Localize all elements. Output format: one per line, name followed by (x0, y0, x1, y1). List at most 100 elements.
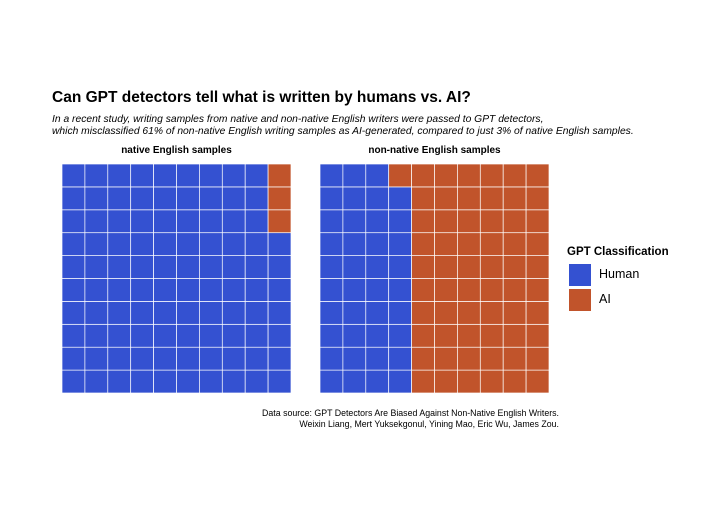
waffle-tile-human (342, 301, 367, 325)
waffle-tile-human (176, 186, 200, 211)
waffle-tile-ai (434, 186, 458, 211)
panel-title-native: native English samples (121, 145, 232, 156)
waffle-tile-human (176, 323, 200, 348)
waffle-tile-human (84, 301, 109, 325)
waffle-tile-ai (457, 323, 481, 348)
waffle-tile-human (61, 301, 86, 325)
waffle-tile-ai (502, 369, 527, 394)
waffle-tile-human (107, 346, 132, 371)
waffle-tile-human (244, 209, 269, 234)
waffle-tile-human (176, 369, 200, 394)
waffle-tile-ai (457, 209, 481, 234)
waffle-tile-human (342, 209, 367, 234)
waffle-tile-human (221, 209, 246, 234)
waffle-tile-human (365, 301, 390, 325)
waffle-tile-human (221, 346, 246, 371)
waffle-tile-ai (525, 163, 550, 188)
waffle-tile-ai (457, 369, 481, 394)
waffle-tile-human (244, 346, 269, 371)
waffle-tile-human (388, 369, 412, 394)
waffle-tile-human (84, 209, 109, 234)
waffle-tile-human (153, 163, 177, 188)
waffle-tile-human (130, 278, 154, 302)
waffle-tile-human (388, 186, 412, 211)
waffle-tile-human (176, 346, 200, 371)
waffle-tile-human (107, 186, 132, 211)
waffle-tile-ai (457, 255, 481, 279)
waffle-tile-human (84, 278, 109, 302)
waffle-tile-human (130, 323, 154, 348)
waffle-tile-ai (525, 323, 550, 348)
waffle-tile-human (84, 323, 109, 348)
waffle-tile-human (319, 278, 344, 302)
waffle-tile-human (107, 301, 132, 325)
waffle-tile-human (342, 255, 367, 279)
waffle-tile-ai (411, 163, 435, 188)
waffle-tile-ai (434, 255, 458, 279)
waffle-tile-ai (411, 255, 435, 279)
waffle-tile-ai (479, 232, 504, 256)
legend-key-human (569, 264, 591, 286)
waffle-tile-human (61, 209, 86, 234)
waffle-tile-ai (525, 369, 550, 394)
waffle-tile-ai (502, 255, 527, 279)
waffle-tile-human (221, 255, 246, 279)
waffle-tile-human (319, 186, 344, 211)
waffle-tile-human (221, 301, 246, 325)
waffle-tile-ai (411, 209, 435, 234)
waffle-tile-human (388, 232, 412, 256)
waffle-tile-human (267, 346, 292, 371)
waffle-tile-ai (411, 278, 435, 302)
waffle-tile-human (267, 278, 292, 302)
waffle-tile-ai (525, 346, 550, 371)
waffle-tile-human (130, 209, 154, 234)
waffle-tile-human (199, 255, 223, 279)
waffle-tile-human (107, 232, 132, 256)
waffle-tile-human (365, 369, 390, 394)
waffle-tile-ai (525, 232, 550, 256)
waffle-tile-human (388, 255, 412, 279)
waffle-tile-human (365, 163, 390, 188)
waffle-tile-human (365, 209, 390, 234)
waffle-tile-human (267, 323, 292, 348)
waffle-tile-human (130, 255, 154, 279)
waffle-tile-ai (267, 163, 292, 188)
waffle-tile-ai (525, 186, 550, 211)
waffle-tile-human (221, 323, 246, 348)
waffle-tile-human (244, 255, 269, 279)
waffle-tile-human (199, 346, 223, 371)
waffle-tile-human (84, 255, 109, 279)
waffle-tile-human (221, 163, 246, 188)
waffle-tile-human (319, 323, 344, 348)
waffle-tile-ai (457, 301, 481, 325)
chart-subtitle-line-2: which misclassified 61% of non-native En… (52, 126, 634, 137)
waffle-tile-ai (388, 163, 412, 188)
waffle-tile-human (61, 163, 86, 188)
waffle-tile-ai (525, 278, 550, 302)
waffle-tile-human (365, 232, 390, 256)
waffle-tile-human (319, 346, 344, 371)
waffle-tile-ai (479, 186, 504, 211)
waffle-tile-human (319, 163, 344, 188)
waffle-tile-ai (502, 163, 527, 188)
waffle-tile-human (388, 346, 412, 371)
waffle-tile-human (244, 186, 269, 211)
waffle-tile-human (199, 186, 223, 211)
panel-title-non-native: non-native English samples (368, 145, 501, 156)
waffle-tile-ai (434, 209, 458, 234)
waffle-tile-human (199, 232, 223, 256)
waffle-panel-non-native (319, 163, 550, 394)
waffle-tile-human (130, 186, 154, 211)
waffle-tile-human (176, 278, 200, 302)
waffle-tile-human (365, 278, 390, 302)
waffle-tile-ai (479, 255, 504, 279)
legend-key-ai (569, 289, 591, 311)
waffle-panel-native (61, 163, 292, 394)
waffle-tile-human (388, 323, 412, 348)
waffle-tile-ai (479, 346, 504, 371)
waffle-tile-ai (479, 163, 504, 188)
waffle-tile-human (153, 369, 177, 394)
waffle-tile-human (342, 323, 367, 348)
waffle-tile-human (244, 278, 269, 302)
